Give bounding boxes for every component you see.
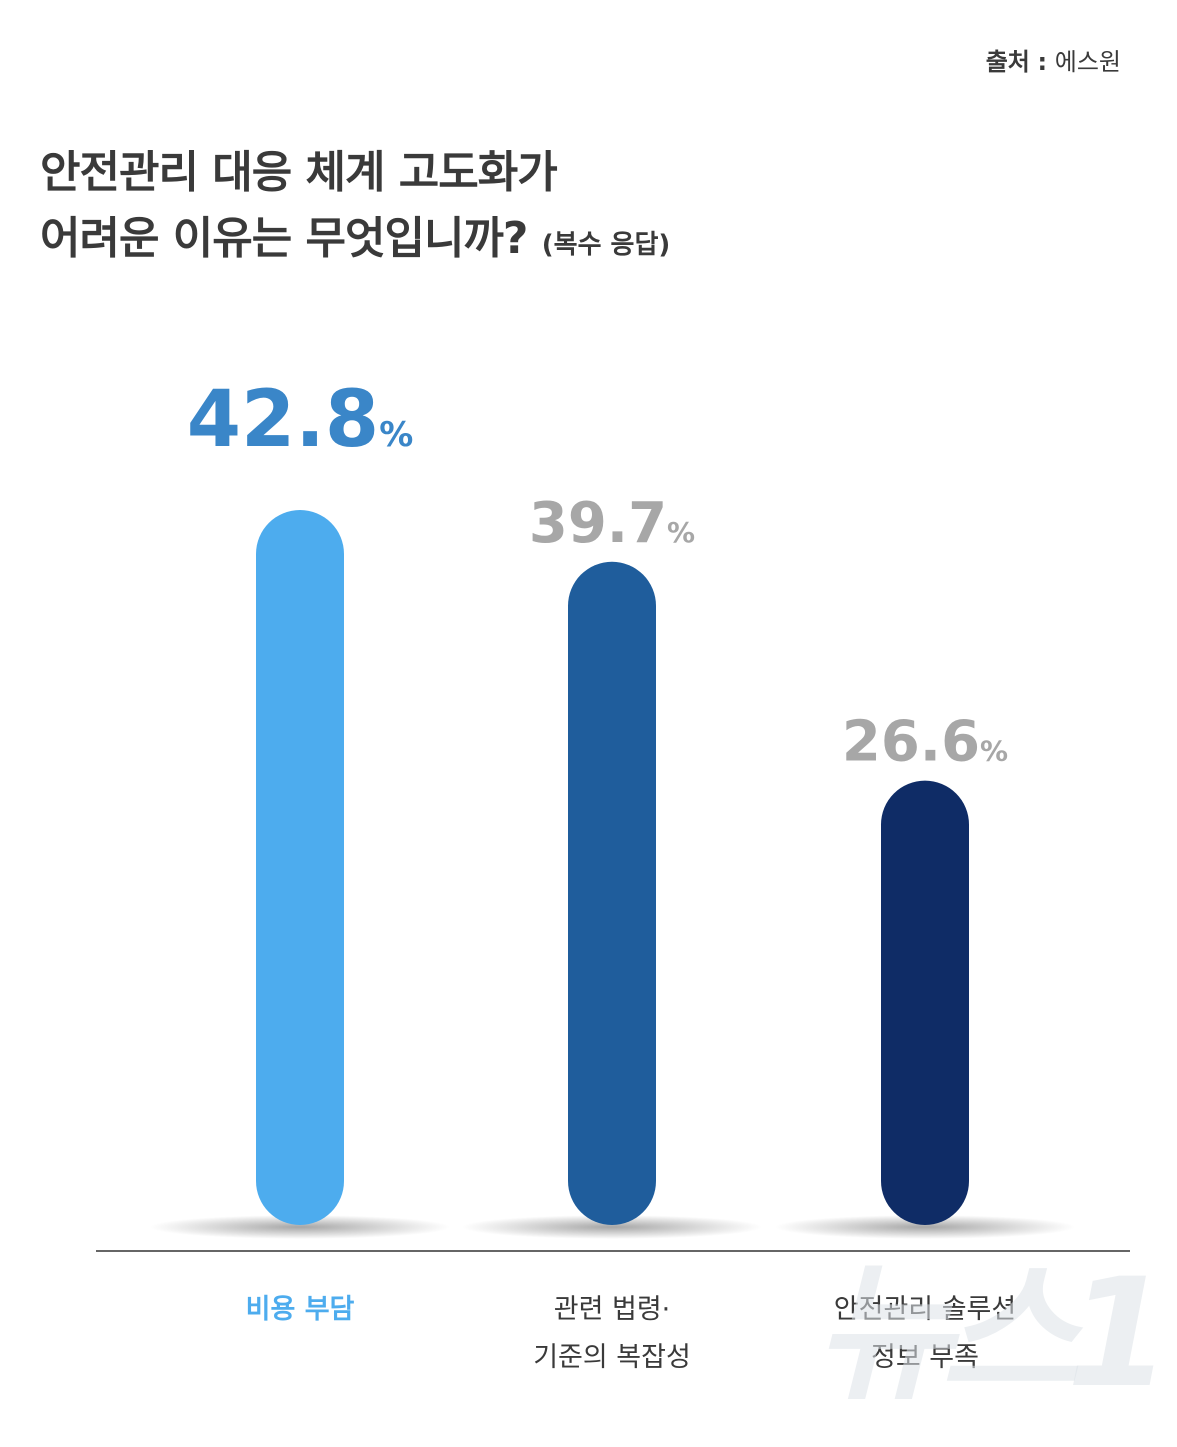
chart-title: 안전관리 대응 체계 고도화가 어려운 이유는 무엇입니까? (복수 응답) xyxy=(40,140,670,278)
value-label-3: 26.6% xyxy=(842,710,1008,775)
category-label-3: 안전관리 솔루션 정보 부족 xyxy=(834,1294,1016,1373)
bar-shadow xyxy=(150,1215,450,1239)
source-label: 출처 : 에스원 xyxy=(986,42,1121,77)
value-label-2: 39.7% xyxy=(529,491,695,556)
source-prefix: 출처 xyxy=(985,48,1030,76)
title-line-2: 어려운 이유는 무엇입니까? xyxy=(40,213,528,264)
bar-2 xyxy=(568,561,656,1225)
bar-1 xyxy=(256,510,344,1225)
category-label-2: 관련 법령· 기준의 복잡성 xyxy=(533,1294,691,1373)
source-value: 에스원 xyxy=(1054,48,1121,76)
title-note: (복수 응답) xyxy=(541,230,671,260)
value-label-1: 42.8% xyxy=(187,375,414,465)
title-line-1: 안전관리 대응 체계 고도화가 xyxy=(40,147,558,198)
watermark-logo: 뉴스1 xyxy=(814,1247,1171,1421)
category-label-1: 비용 부담 xyxy=(246,1294,355,1325)
bar-shadow xyxy=(775,1215,1075,1239)
source-separator: : xyxy=(1037,48,1048,76)
bar-3 xyxy=(881,780,969,1225)
bar-shadow xyxy=(462,1215,762,1239)
